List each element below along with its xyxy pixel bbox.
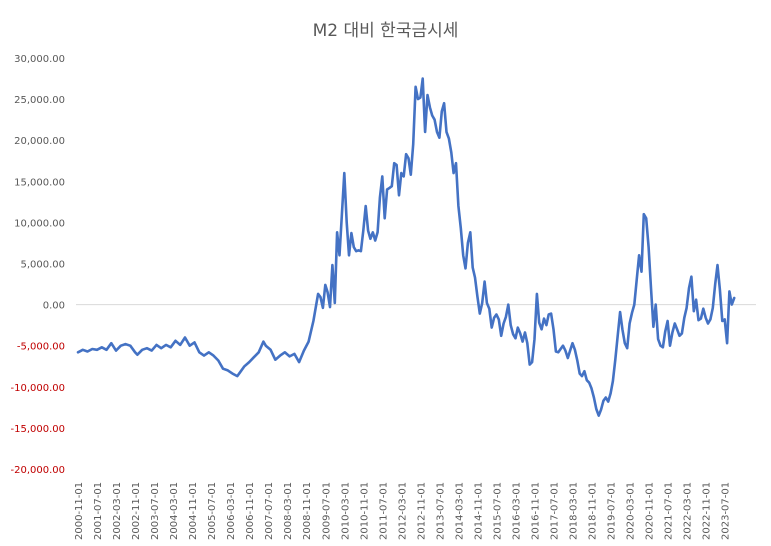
y-tick-label: -5,000.00 — [17, 342, 65, 353]
x-tick-label: 2014-03-01 — [454, 482, 465, 540]
x-tick-label: 2019-07-01 — [607, 482, 618, 540]
x-tick-label: 2006-03-01 — [226, 482, 237, 540]
x-tick-label: 2012-11-01 — [416, 482, 427, 540]
x-tick-label: 2012-03-01 — [397, 482, 408, 540]
x-tick-label: 2002-03-01 — [112, 482, 123, 540]
x-tick-label: 2000-11-01 — [74, 482, 85, 540]
x-tick-label: 2016-03-01 — [511, 482, 522, 540]
y-tick-label: -10,000.00 — [10, 383, 65, 394]
x-tick-label: 2004-03-01 — [169, 482, 180, 540]
x-tick-label: 2011-07-01 — [378, 482, 389, 540]
x-tick-label: 2007-07-01 — [264, 482, 275, 540]
y-tick-label: 5,000.00 — [20, 260, 65, 271]
x-tick-label: 2010-03-01 — [340, 482, 351, 540]
y-tick-label: -15,000.00 — [10, 424, 65, 435]
y-tick-label: 10,000.00 — [14, 218, 65, 229]
y-axis-tick-labels: 30,000.00 25,000.00 20,000.00 15,000.00 10,0… — [10, 54, 65, 476]
x-tick-label: 2018-03-01 — [569, 482, 580, 540]
x-tick-label: 2022-11-01 — [702, 482, 713, 540]
x-tick-label: 2009-07-01 — [321, 482, 332, 540]
x-tick-label: 2015-07-01 — [492, 482, 503, 540]
x-tick-label: 2020-11-01 — [645, 482, 656, 540]
x-tick-label: 2003-07-01 — [150, 482, 161, 540]
y-tick-label: 30,000.00 — [14, 54, 65, 65]
x-tick-label: 2002-11-01 — [131, 482, 142, 540]
x-tick-label: 2022-03-01 — [683, 482, 694, 540]
x-tick-label: 2018-11-01 — [588, 482, 599, 540]
y-tick-label: 15,000.00 — [14, 177, 65, 188]
x-tick-label: 2013-07-01 — [435, 482, 446, 540]
y-tick-label: -20,000.00 — [10, 465, 65, 476]
x-tick-label: 2008-03-01 — [283, 482, 294, 540]
x-tick-label: 2014-11-01 — [473, 482, 484, 540]
x-axis-tick-labels: 2000-11-01 2001-07-01 2002-03-01 2002-11-01… — [74, 482, 732, 540]
series-line — [76, 77, 736, 417]
y-tick-label: 0.00 — [43, 301, 65, 312]
x-tick-label: 2017-07-01 — [550, 482, 561, 540]
x-tick-label: 2006-11-01 — [245, 482, 256, 540]
x-tick-label: 2001-07-01 — [93, 482, 104, 540]
chart-title: M2 대비 한국금시세 — [312, 21, 459, 41]
x-tick-label: 2020-03-01 — [626, 482, 637, 540]
x-tick-label: 2010-11-01 — [359, 482, 370, 540]
x-tick-label: 2021-07-01 — [664, 482, 675, 540]
x-tick-label: 2016-11-01 — [530, 482, 541, 540]
x-tick-label: 2023-07-01 — [721, 482, 732, 540]
x-tick-label: 2005-07-01 — [207, 482, 218, 540]
y-tick-label: 25,000.00 — [14, 95, 65, 106]
x-tick-label: 2008-11-01 — [302, 482, 313, 540]
x-tick-label: 2004-11-01 — [188, 482, 199, 540]
y-tick-label: 20,000.00 — [14, 136, 65, 147]
